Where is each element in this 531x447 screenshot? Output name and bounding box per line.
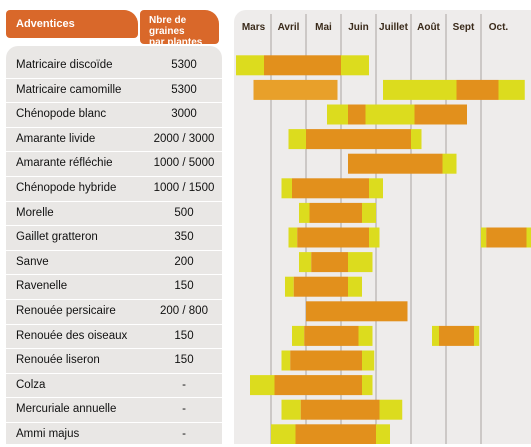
- month-label: Juillet: [379, 22, 409, 33]
- month-label: Oct.: [489, 22, 509, 33]
- period-bar-orange: [292, 178, 369, 198]
- month-label: Sept: [453, 22, 475, 33]
- period-bar-orange: [264, 55, 341, 75]
- period-bar-yellow: [481, 228, 486, 248]
- period-bar-yellow: [299, 252, 311, 272]
- period-bar-orange-light: [254, 80, 338, 100]
- month-label: Avril: [278, 22, 300, 33]
- period-bar-yellow: [327, 105, 348, 125]
- period-bar-orange: [297, 228, 369, 248]
- period-bar-yellow: [376, 424, 390, 444]
- period-bar-yellow: [282, 351, 291, 371]
- period-bar-yellow: [348, 252, 373, 272]
- month-label: Mars: [242, 22, 266, 33]
- period-bar-yellow: [341, 55, 369, 75]
- period-bar-yellow: [250, 375, 275, 395]
- period-bar-yellow: [362, 351, 374, 371]
- period-bar-orange: [348, 105, 366, 125]
- period-bar-yellow: [236, 55, 264, 75]
- period-bar-yellow: [359, 326, 373, 346]
- period-bar-yellow: [499, 80, 525, 100]
- period-bar-yellow: [282, 400, 301, 420]
- period-bar-yellow: [366, 105, 415, 125]
- period-bar-yellow: [474, 326, 479, 346]
- period-bar-orange: [486, 228, 526, 248]
- period-bar-yellow: [432, 326, 439, 346]
- month-label: Mai: [315, 22, 332, 33]
- period-bar-yellow: [411, 129, 422, 149]
- period-bar-yellow: [362, 203, 376, 223]
- period-bar-yellow: [362, 375, 373, 395]
- period-bar-yellow: [527, 228, 531, 248]
- period-bar-yellow: [285, 277, 294, 297]
- period-bar-yellow: [383, 80, 457, 100]
- period-bar-orange: [294, 277, 348, 297]
- period-bar-yellow: [292, 326, 304, 346]
- period-bar-yellow: [299, 203, 310, 223]
- period-bar-orange: [304, 326, 358, 346]
- period-bar-orange: [457, 80, 499, 100]
- month-label: Juin: [348, 22, 369, 33]
- period-bar-orange: [310, 203, 363, 223]
- period-bar-yellow: [271, 424, 296, 444]
- period-bar-yellow: [289, 228, 298, 248]
- period-bar-orange: [275, 375, 363, 395]
- period-bar-orange: [306, 301, 408, 321]
- month-label: Août: [417, 22, 440, 33]
- period-bar-yellow: [443, 154, 457, 174]
- period-bar-yellow: [369, 178, 383, 198]
- period-bar-orange: [415, 105, 468, 125]
- period-bar-orange: [296, 424, 377, 444]
- period-bar-orange: [301, 400, 380, 420]
- period-bar-yellow: [380, 400, 403, 420]
- period-bar-orange: [290, 351, 362, 371]
- period-bar-orange: [306, 129, 411, 149]
- period-bar-orange: [348, 154, 443, 174]
- period-bar-yellow: [282, 178, 293, 198]
- period-bar-yellow: [348, 277, 362, 297]
- period-bar-yellow: [369, 228, 380, 248]
- period-bar-orange: [439, 326, 474, 346]
- period-bar-orange: [311, 252, 348, 272]
- period-bar-yellow: [289, 129, 307, 149]
